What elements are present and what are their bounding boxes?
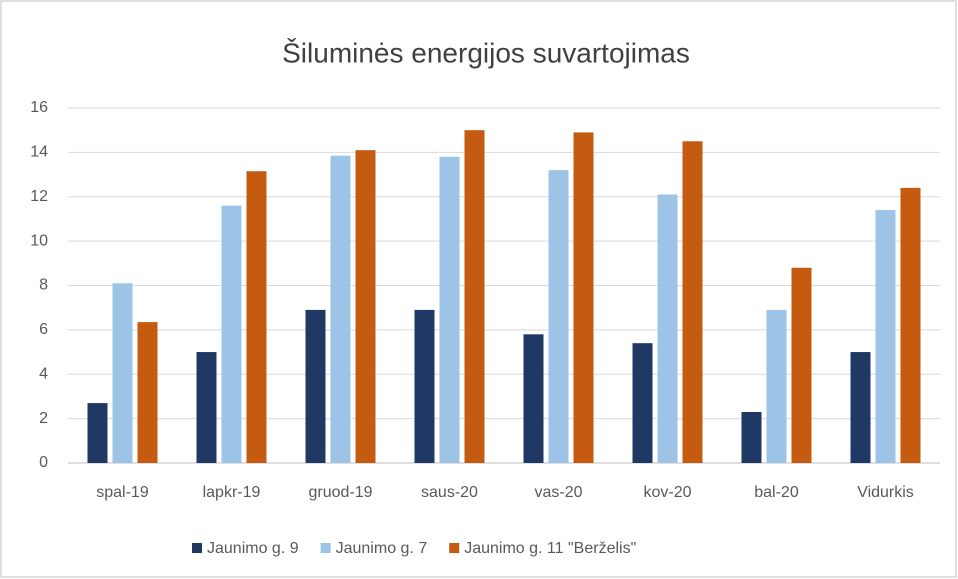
x-tick-label: vas-20 — [534, 484, 582, 501]
bar — [246, 171, 267, 463]
y-tick-label: 8 — [39, 277, 48, 294]
bar — [414, 309, 435, 463]
y-tick-label: 14 — [30, 144, 48, 161]
bar — [791, 267, 812, 463]
x-tick-label: Vidurkis — [857, 484, 914, 501]
chart-title: Šiluminės energijos suvartojimas — [282, 37, 690, 68]
bar — [850, 352, 871, 463]
bar — [657, 194, 678, 463]
bar — [355, 150, 376, 463]
y-tick-label: 16 — [30, 99, 48, 116]
bar — [632, 343, 653, 463]
legend-label: Jaunimo g. 11 "Berželis" — [464, 540, 636, 557]
legend-swatch — [449, 543, 460, 553]
y-tick-label: 2 — [39, 410, 48, 427]
y-tick-label: 12 — [30, 188, 48, 205]
bar — [900, 187, 921, 463]
x-tick-label: spal-19 — [96, 484, 149, 501]
x-tick-label: kov-20 — [643, 484, 691, 501]
bar — [112, 283, 133, 463]
bar — [330, 155, 351, 463]
bar — [573, 132, 594, 463]
legend-label: Jaunimo g. 9 — [207, 540, 299, 557]
y-tick-label: 10 — [30, 232, 48, 249]
bar — [137, 322, 158, 463]
bar — [741, 411, 762, 463]
bar — [196, 352, 217, 463]
bar — [548, 170, 569, 463]
bar — [305, 309, 326, 463]
y-tick-label: 0 — [39, 454, 48, 471]
y-tick-label: 6 — [39, 321, 48, 338]
bar — [87, 403, 108, 463]
x-tick-label: bal-20 — [754, 484, 799, 501]
x-tick-label: gruod-19 — [308, 484, 372, 501]
y-tick-label: 4 — [39, 365, 48, 382]
legend-label: Jaunimo g. 7 — [336, 540, 428, 557]
bar — [439, 156, 460, 463]
bar — [875, 210, 896, 463]
bar — [221, 205, 242, 463]
bar — [766, 309, 787, 463]
bar — [464, 130, 485, 463]
x-tick-label: lapkr-19 — [203, 484, 261, 501]
bar — [682, 141, 703, 463]
legend-swatch — [320, 543, 331, 553]
legend-swatch — [192, 543, 202, 553]
x-tick-label: saus-20 — [421, 484, 478, 501]
bar — [523, 334, 544, 463]
